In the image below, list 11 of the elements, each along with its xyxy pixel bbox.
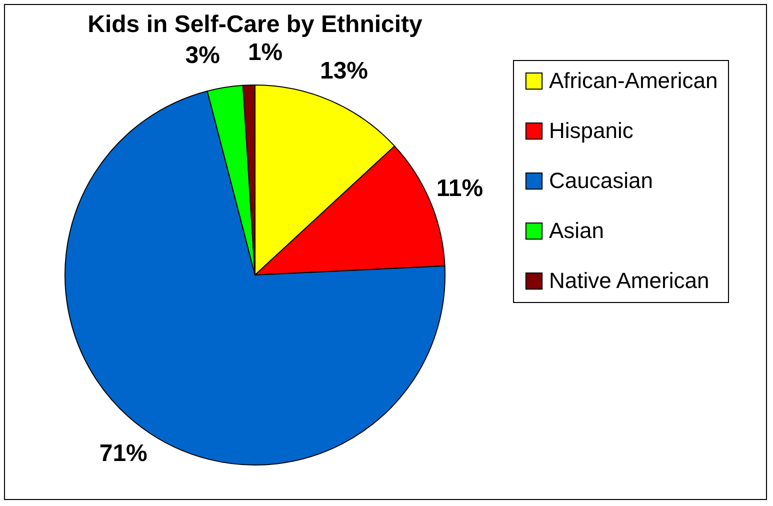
data-label: 13%: [320, 58, 368, 85]
legend-label: Hispanic: [549, 118, 634, 143]
data-label: 1%: [248, 39, 283, 66]
data-label: 3%: [185, 42, 220, 69]
legend-label: Native American: [549, 268, 710, 293]
legend-label: Asian: [549, 218, 604, 243]
data-label: 71%: [99, 440, 148, 467]
legend-label: African-American: [549, 68, 718, 93]
data-label: 11%: [436, 175, 484, 202]
chart-title: Kids in Self-Care by Ethnicity: [88, 11, 424, 38]
legend-label: Caucasian: [549, 168, 653, 193]
